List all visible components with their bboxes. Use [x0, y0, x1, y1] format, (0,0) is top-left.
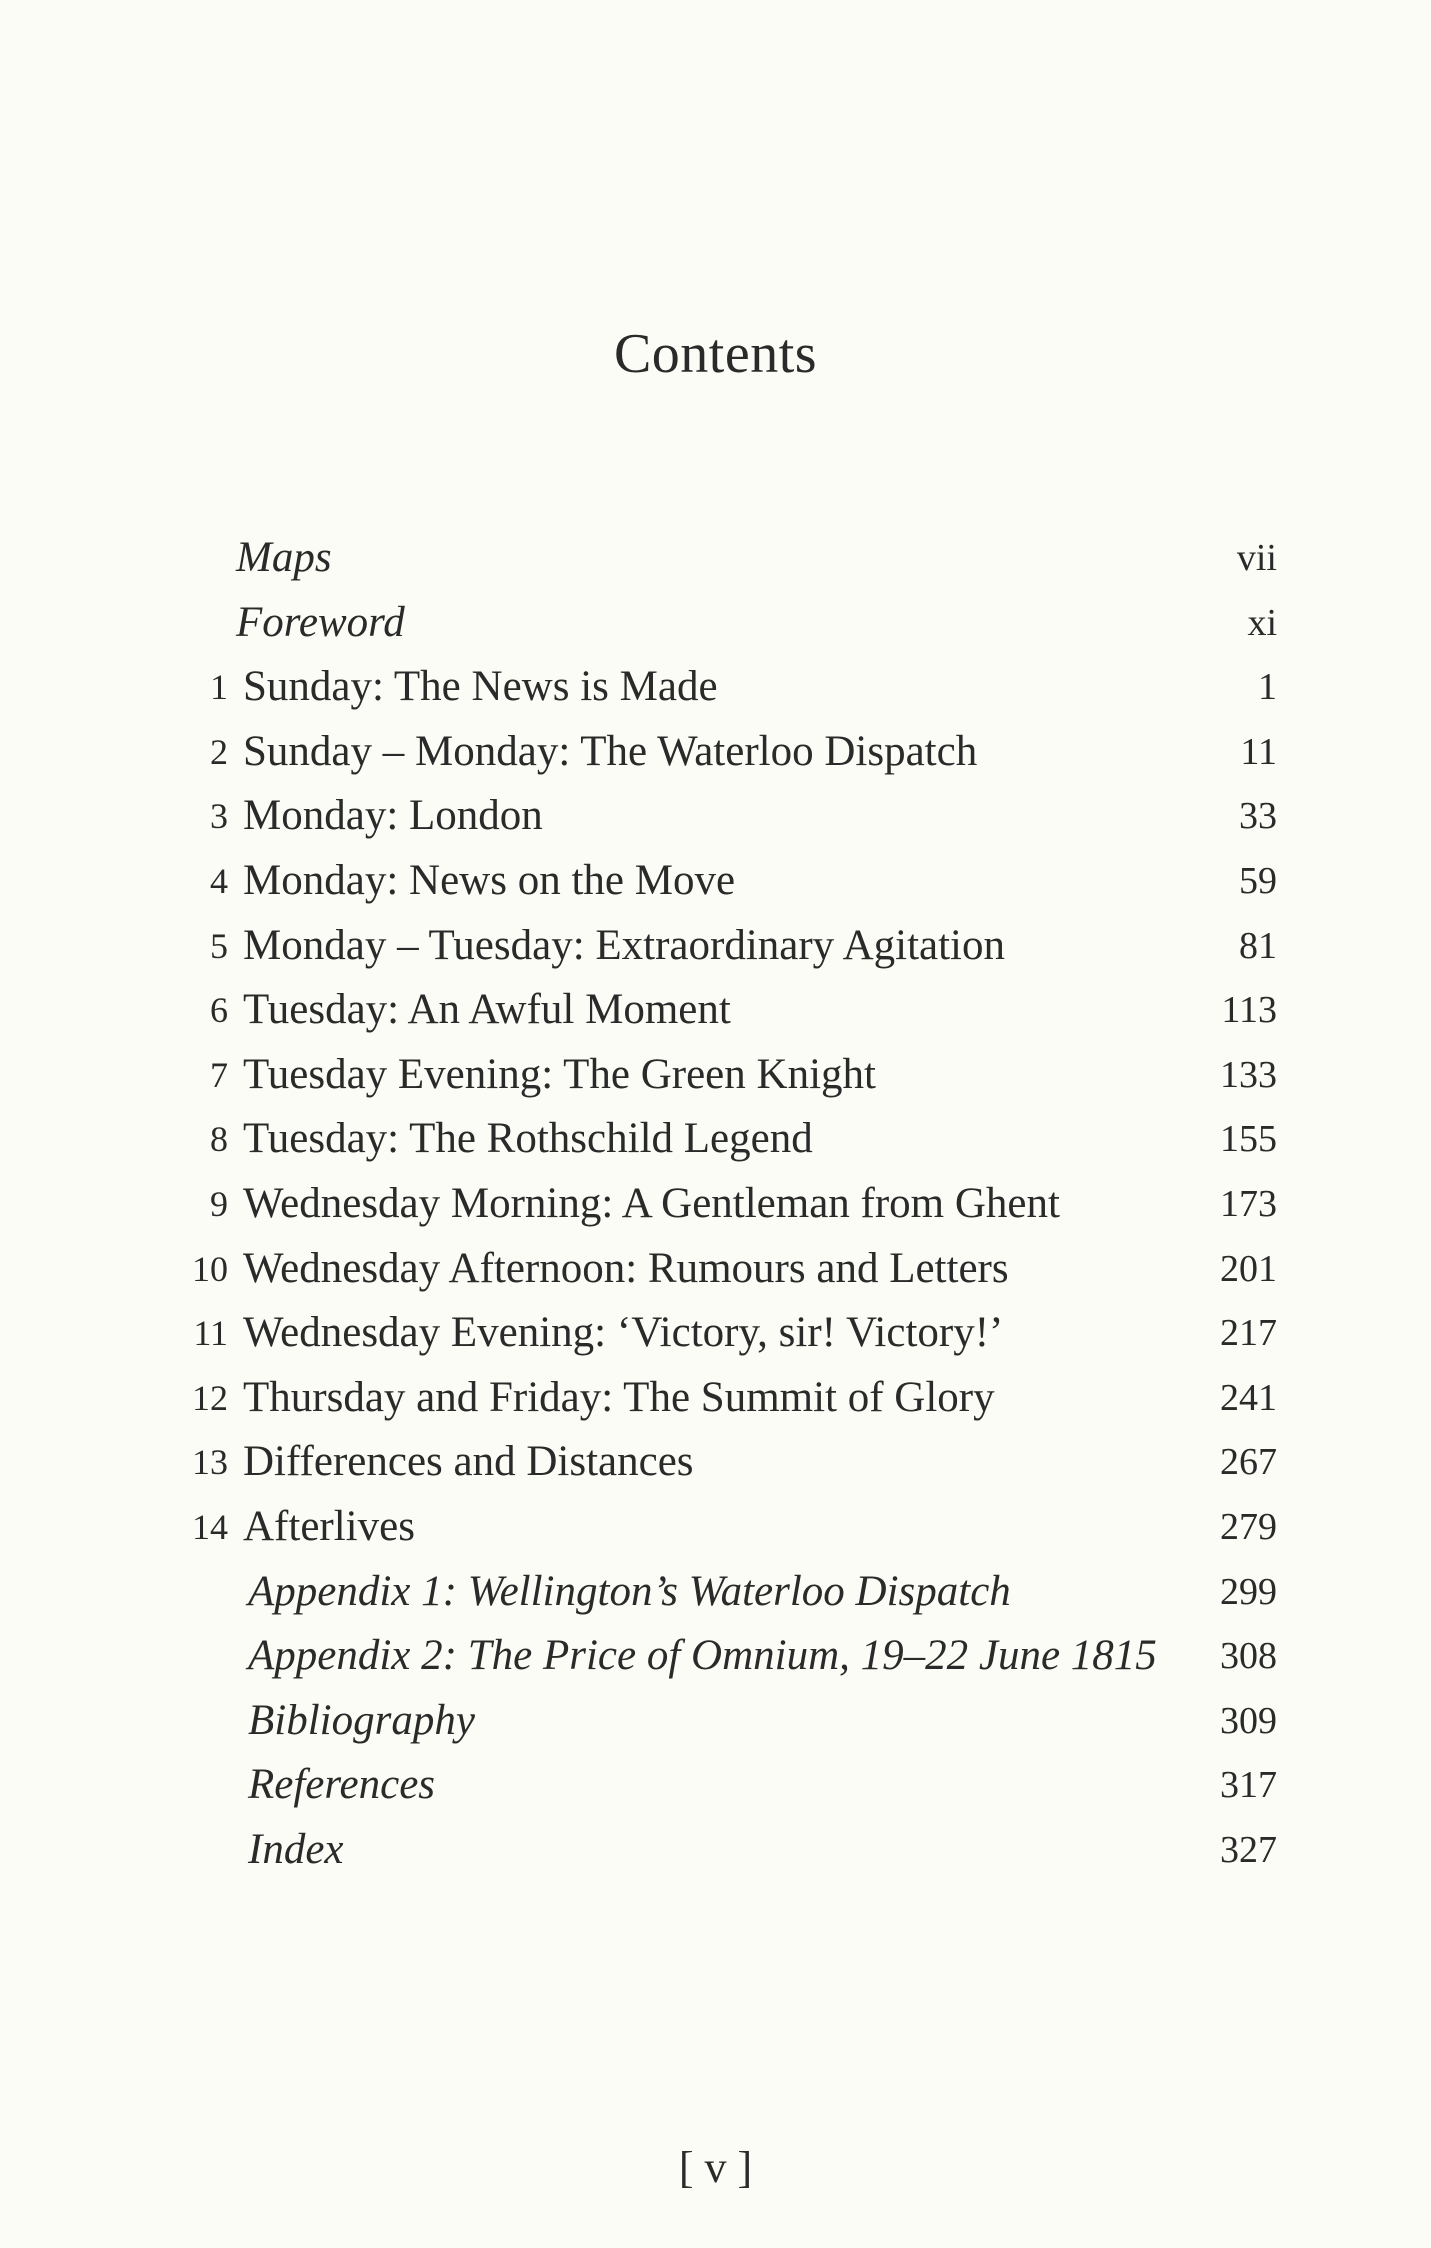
toc-entry: Bibliography 309	[0, 1689, 1431, 1754]
entry-page-number: 327	[1220, 1828, 1277, 1871]
entry-page-number: 299	[1220, 1570, 1277, 1613]
entry-page-number: 173	[1220, 1182, 1277, 1225]
entry-title: Thursday and Friday: The Summit of Glory	[243, 1373, 995, 1421]
chapter-number: 9	[210, 1183, 228, 1224]
entry-title: Wednesday Morning: A Gentleman from Ghen…	[243, 1179, 1060, 1227]
entry-title: Sunday – Monday: The Waterloo Dispatch	[243, 727, 978, 775]
entry-page-number: 241	[1220, 1376, 1277, 1419]
entry-title: Afterlives	[243, 1502, 415, 1550]
toc-entry: 7 Tuesday Evening: The Green Knight 133	[0, 1043, 1431, 1108]
chapter-number: 1	[210, 667, 228, 708]
chapter-number: 10	[192, 1248, 228, 1289]
entry-title: Index	[248, 1825, 344, 1873]
chapter-number: 5	[210, 925, 228, 966]
entry-title: Sunday: The News is Made	[243, 663, 718, 711]
entry-page-number: 201	[1220, 1247, 1277, 1290]
chapter-number: 6	[210, 990, 228, 1031]
entry-page-number: xi	[1247, 601, 1277, 644]
toc-entry: 6 Tuesday: An Awful Moment 113	[0, 978, 1431, 1043]
toc-entry: 13 Differences and Distances 267	[0, 1430, 1431, 1495]
entry-page-number: 113	[1221, 989, 1277, 1032]
entry-page-number: 59	[1239, 859, 1277, 902]
toc-entry: Foreword xi	[0, 591, 1431, 656]
entry-title: Wednesday Afternoon: Rumours and Letters	[243, 1244, 1009, 1292]
toc-entry: 5 Monday – Tuesday: Extraordinary Agitati…	[0, 914, 1431, 979]
toc-entry: 4 Monday: News on the Move 59	[0, 849, 1431, 914]
entry-title: Monday – Tuesday: Extraordinary Agitatio…	[243, 921, 1005, 969]
page-title: Contents	[613, 323, 818, 385]
chapter-number: 3	[210, 796, 228, 837]
table-of-contents: Maps vii Foreword xi 1 Sunday: The News is Ma…	[0, 526, 1431, 1882]
chapter-number: 8	[210, 1119, 228, 1160]
entry-page-number: 155	[1220, 1118, 1277, 1161]
entry-title: References	[248, 1761, 436, 1809]
toc-entry: 8 Tuesday: The Rothschild Legend 155	[0, 1107, 1431, 1172]
entry-page-number: 81	[1239, 924, 1277, 967]
toc-entry: 10 Wednesday Afternoon: Rumours and Lette…	[0, 1237, 1431, 1302]
entry-title: Monday: News on the Move	[243, 856, 736, 904]
toc-entry: Index 327	[0, 1818, 1431, 1883]
toc-entry: 2 Sunday – Monday: The Waterloo Dispatch 1…	[0, 720, 1431, 785]
chapter-number: 13	[192, 1442, 228, 1483]
entry-page-number: 1	[1258, 666, 1277, 709]
toc-entry: Maps vii	[0, 526, 1431, 591]
toc-entry: 12 Thursday and Friday: The Summit of Glo…	[0, 1366, 1431, 1431]
entry-title: Tuesday Evening: The Green Knight	[243, 1050, 876, 1098]
entry-page-number: 308	[1220, 1635, 1277, 1678]
entry-page-number: 11	[1240, 730, 1277, 773]
entry-title: Appendix 2: The Price of Omnium, 19–22 J…	[248, 1632, 1157, 1680]
entry-title: Tuesday: The Rothschild Legend	[243, 1115, 813, 1163]
entry-page-number: 217	[1220, 1312, 1277, 1355]
toc-entry: 14 Afterlives 279	[0, 1495, 1431, 1560]
entry-title: Bibliography	[248, 1696, 475, 1744]
toc-entry: References 317	[0, 1753, 1431, 1818]
entry-title: Maps	[236, 534, 332, 581]
entry-title: Tuesday: An Awful Moment	[243, 986, 731, 1034]
toc-entry: 1 Sunday: The News is Made 1	[0, 655, 1431, 720]
entry-title: Foreword	[236, 598, 405, 646]
entry-page-number: 33	[1239, 795, 1277, 838]
entry-page-number: vii	[1236, 537, 1277, 579]
toc-entry: 11 Wednesday Evening: ‘Victory, sir! Vict…	[0, 1301, 1431, 1366]
chapter-number: 14	[192, 1506, 228, 1547]
toc-entry: Appendix 2: The Price of Omnium, 19–22 J…	[0, 1624, 1431, 1689]
chapter-number: 4	[210, 860, 228, 901]
entry-page-number: 133	[1220, 1053, 1277, 1096]
page-number-folio: [ v ]	[678, 2143, 753, 2192]
entry-page-number: 267	[1220, 1441, 1277, 1484]
chapter-number: 12	[192, 1377, 228, 1418]
toc-entry: 9 Wednesday Morning: A Gentleman from Ghe…	[0, 1172, 1431, 1237]
chapter-number: 7	[210, 1054, 228, 1095]
chapter-number: 11	[193, 1313, 228, 1354]
entry-page-number: 279	[1220, 1505, 1277, 1548]
toc-entry: Appendix 1: Wellington’s Waterloo Dispat…	[0, 1560, 1431, 1625]
entry-title: Wednesday Evening: ‘Victory, sir! Victor…	[243, 1309, 1004, 1357]
entry-title: Appendix 1: Wellington’s Waterloo Dispat…	[248, 1567, 1011, 1615]
toc-entry: 3 Monday: London 33	[0, 784, 1431, 849]
entry-title: Monday: London	[243, 792, 543, 840]
entry-page-number: 317	[1220, 1764, 1277, 1807]
entry-title: Differences and Distances	[243, 1438, 694, 1486]
entry-page-number: 309	[1220, 1699, 1277, 1742]
chapter-number: 2	[210, 731, 228, 772]
